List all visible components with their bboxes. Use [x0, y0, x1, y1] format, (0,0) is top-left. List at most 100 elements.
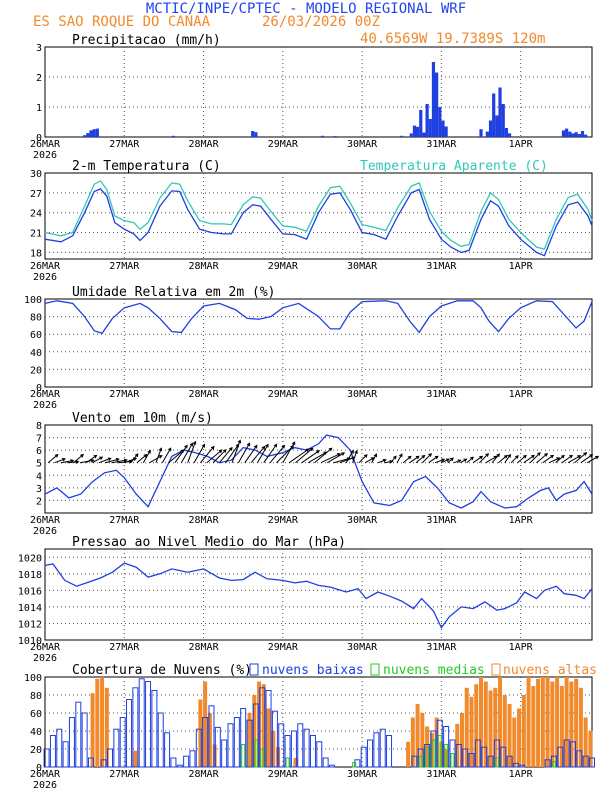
- wind-arrow: [54, 458, 66, 464]
- wind-arrowhead: [583, 452, 588, 456]
- cloud-high-bar: [261, 684, 266, 767]
- wind-arrowhead: [382, 458, 387, 463]
- x-tick-label: 26MAR: [30, 261, 61, 272]
- wind-arrow: [269, 445, 285, 464]
- wind-arrow: [409, 455, 420, 464]
- cloud-high-bar: [444, 749, 449, 767]
- cloud-low-bar: [360, 746, 367, 768]
- cloud-high-bar: [545, 677, 550, 767]
- cloud-low-bar: [126, 699, 133, 768]
- panel-frame: [44, 424, 593, 514]
- x-tick-label: 31MAR: [426, 642, 457, 653]
- cloud-low-bar: [474, 739, 481, 768]
- wind-arrow: [472, 455, 483, 464]
- y-tick-label: 27: [30, 189, 42, 200]
- cloud-low-bar: [512, 762, 519, 768]
- y-tick-label: 30: [30, 169, 42, 180]
- wind-arrowhead: [457, 459, 462, 463]
- cloud-low-bar: [113, 728, 120, 768]
- precip-bar: [571, 133, 575, 137]
- wind-arrowhead: [265, 443, 269, 448]
- wind-arrow: [453, 459, 461, 464]
- cloud-low-bar: [576, 750, 583, 768]
- cloud-high-bar: [212, 744, 217, 767]
- wind-arrowhead: [291, 441, 296, 446]
- wind-arrow: [352, 450, 358, 463]
- wind-arrowhead: [503, 454, 508, 459]
- cloud-low-bar: [119, 717, 126, 768]
- wind-arrowhead: [399, 453, 403, 458]
- cloud-high-bar: [207, 713, 212, 767]
- wind-arrowhead: [201, 443, 205, 448]
- wind-arrow: [142, 450, 151, 463]
- precip-bar: [488, 120, 493, 137]
- x-tick-label: 31MAR: [426, 139, 457, 150]
- cloud-high-bar: [569, 681, 574, 767]
- precip-bar: [444, 126, 448, 137]
- precip-bar: [86, 133, 90, 137]
- wind-arrowhead: [544, 453, 549, 457]
- cloud-low-bar: [500, 746, 507, 768]
- wind-arrow: [199, 446, 215, 464]
- wind-arrow: [263, 444, 278, 464]
- x-tick-label: 28MAR: [188, 642, 219, 653]
- cloud-low-bar: [367, 739, 374, 768]
- wind-arrow: [491, 453, 500, 464]
- wind-arrowhead: [363, 454, 368, 458]
- wind-arrow: [441, 458, 450, 464]
- precip-bar: [400, 135, 404, 137]
- wind-arrowhead: [350, 449, 354, 454]
- x-tick-sublabel: 2026: [33, 272, 57, 283]
- series-group: [44, 562, 593, 629]
- precip-bar: [419, 110, 423, 137]
- wind-arrow: [136, 454, 147, 464]
- y-tick-label: 60: [30, 330, 42, 341]
- cloud-low-bar: [303, 728, 310, 768]
- x-tick-label: 1APR: [509, 389, 534, 400]
- cloud-low-bar: [87, 757, 94, 768]
- wind-arrowhead: [143, 453, 148, 458]
- wind-arrowhead: [463, 458, 468, 463]
- cloud-high-bar: [559, 686, 564, 767]
- wind-arrow: [504, 454, 511, 464]
- wind-arrow: [193, 444, 205, 463]
- series-group: [44, 300, 593, 335]
- cloud-mid-bar: [253, 739, 258, 768]
- cloud-low-bar: [132, 687, 139, 768]
- cloud-high-bar: [564, 677, 569, 767]
- wind-arrowhead: [407, 455, 412, 460]
- cloud-low-bar: [208, 705, 215, 768]
- cloud-low-bar: [227, 723, 234, 768]
- series-group: [83, 62, 588, 137]
- wind-arrow: [339, 456, 355, 464]
- cloud-mid-bar: [551, 761, 556, 768]
- y-tick-label: 8: [36, 421, 42, 432]
- x-tick-label: 29MAR: [268, 261, 299, 272]
- wind-arrow: [358, 454, 368, 464]
- x-tick-label: 29MAR: [268, 769, 299, 780]
- precip-bar: [485, 131, 489, 137]
- cloud-high-bar: [469, 696, 474, 767]
- wind-arrow: [98, 457, 111, 464]
- cloud-low-bar: [183, 755, 190, 768]
- cloud-high-bar: [521, 695, 526, 767]
- y-tick-label: 6: [36, 446, 42, 457]
- cloud-low-bar: [569, 741, 576, 768]
- x-tick-label: 30MAR: [347, 769, 378, 780]
- y-tick-label: 2: [36, 496, 42, 507]
- x-tick-label: 30MAR: [347, 389, 378, 400]
- y-tick-label: 18: [30, 248, 42, 259]
- cloud-high-bar: [90, 693, 95, 767]
- series-group: [44, 434, 593, 509]
- wind-arrow: [225, 444, 240, 464]
- wind-arrowhead: [415, 455, 420, 460]
- cloud-high-bar: [512, 717, 517, 767]
- cloud-low-bar: [176, 764, 183, 768]
- cloud-mid-bar: [494, 757, 499, 768]
- wind-arrow: [244, 445, 258, 464]
- wind-arrow: [168, 449, 185, 464]
- cloud-high-bar: [498, 677, 503, 767]
- y-tick-label: 80: [30, 313, 42, 324]
- y-tick-label: 1018: [18, 570, 42, 581]
